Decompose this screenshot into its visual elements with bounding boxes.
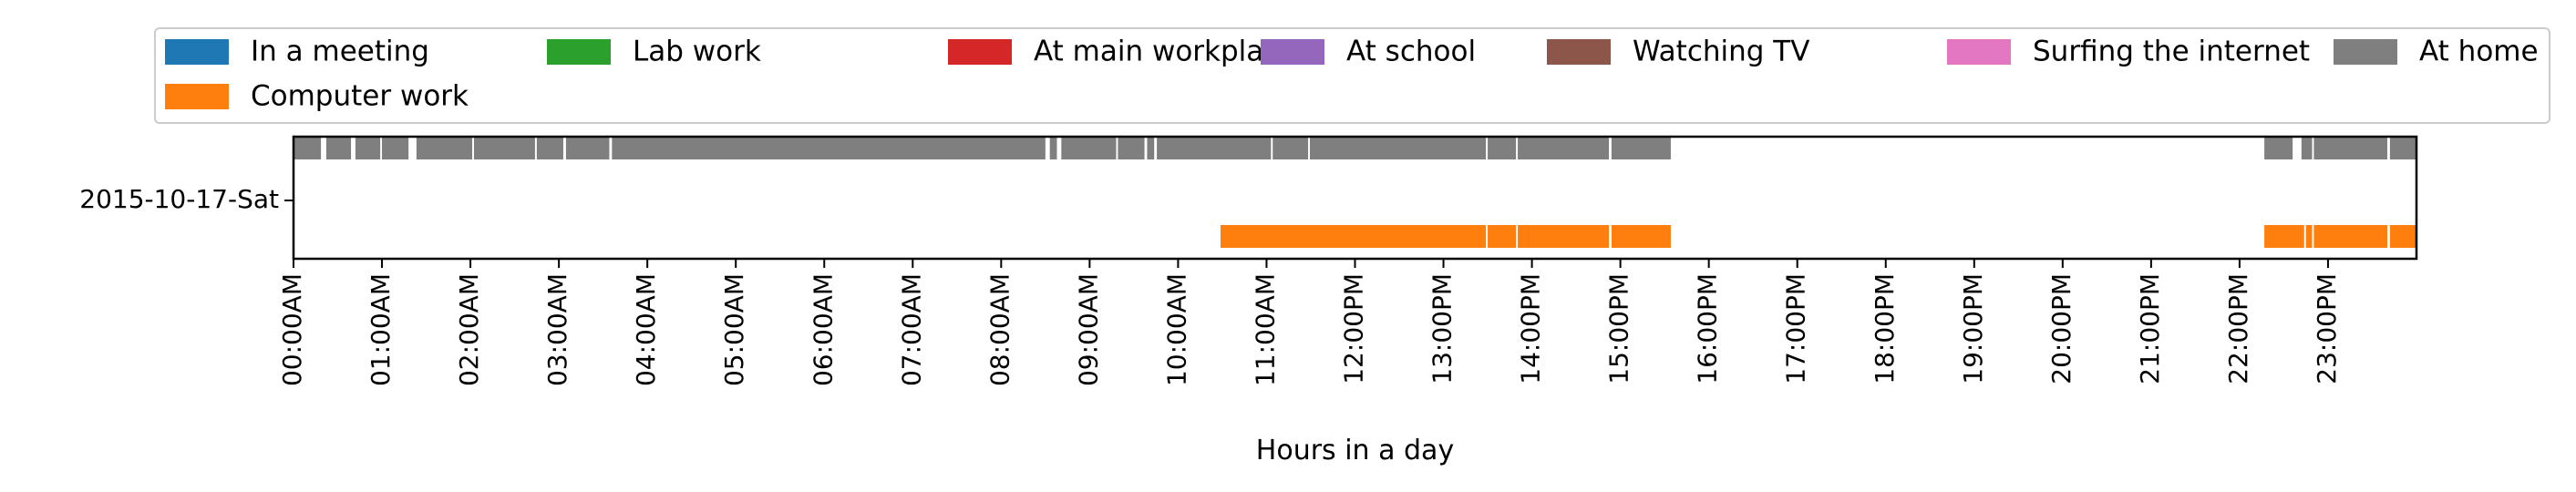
at-home-bar xyxy=(325,137,352,159)
computer-work-bar xyxy=(2264,225,2304,248)
legend-label-at-main-workplace: At main workplace xyxy=(1034,36,1296,68)
legend-swatch-watching-tv xyxy=(1547,39,1611,65)
x-axis: 00:00AM 01:00AM 02:00AM 03:00AM 04:00AM 05:00… xyxy=(277,259,2342,386)
at-home-bar xyxy=(1157,137,1272,159)
x-tick-label: 21:00PM xyxy=(2135,273,2165,384)
x-axis-label: Hours in a day xyxy=(1256,435,1454,466)
computer-work-bar xyxy=(1220,225,1487,248)
at-home-bar xyxy=(416,137,473,159)
at-home-bar xyxy=(1118,137,1145,159)
legend-label-in-a-meeting: In a meeting xyxy=(251,36,429,68)
computer-work-bar xyxy=(1611,225,1671,248)
legend-swatch-surfing-the-internet xyxy=(1947,39,2011,65)
at-home-bar xyxy=(565,137,610,159)
computer-work-bar xyxy=(1518,225,1610,248)
legend-label-computer-work: Computer work xyxy=(251,80,469,113)
x-tick-label: 22:00PM xyxy=(2223,273,2253,384)
x-tick-label: 05:00AM xyxy=(719,273,749,386)
at-home-bar xyxy=(2389,137,2416,159)
x-tick-label: 08:00AM xyxy=(984,273,1015,386)
legend-swatch-lab-work xyxy=(547,39,611,65)
x-tick-label: 14:00PM xyxy=(1516,273,1546,384)
x-tick-label: 17:00PM xyxy=(1781,273,1811,384)
at-home-bar xyxy=(1611,137,1671,159)
x-tick-label: 09:00AM xyxy=(1073,273,1103,386)
at-home-bar xyxy=(355,137,381,159)
x-tick-label: 20:00PM xyxy=(2046,273,2076,384)
y-axis: 2015-10-17-Sat xyxy=(79,184,294,214)
at-home-bar xyxy=(382,137,409,159)
x-tick-label: 12:00PM xyxy=(1339,273,1369,384)
legend-swatch-in-a-meeting xyxy=(165,39,229,65)
legend-label-at-school: At school xyxy=(1346,36,1476,68)
computer-work-bar xyxy=(2305,225,2313,248)
at-home-bar xyxy=(2264,137,2293,159)
computer-work-bar xyxy=(2313,225,2387,248)
legend-swatch-at-main-workplace xyxy=(948,39,1012,65)
x-tick-label: 11:00AM xyxy=(1250,273,1280,386)
legend-label-watching-tv: Watching TV xyxy=(1633,36,1809,68)
at-home-bar xyxy=(1488,137,1517,159)
at-home-bar xyxy=(1061,137,1117,159)
x-tick-label: 07:00AM xyxy=(896,273,926,386)
x-tick-label: 04:00AM xyxy=(631,273,661,386)
x-tick-label: 19:00PM xyxy=(1958,273,1988,384)
at-home-bar xyxy=(612,137,1046,159)
y-tick-label: 2015-10-17-Sat xyxy=(79,184,279,214)
computer-work-bar xyxy=(2389,225,2416,248)
x-tick-label: 01:00AM xyxy=(366,273,396,386)
x-tick-label: 03:00AM xyxy=(542,273,572,386)
x-tick-label: 00:00AM xyxy=(277,273,307,386)
at-home-bar xyxy=(1518,137,1610,159)
activity-bars xyxy=(294,137,2416,248)
x-tick-label: 18:00PM xyxy=(1870,273,1900,384)
x-tick-label: 23:00PM xyxy=(2312,273,2342,384)
x-tick-label: 02:00AM xyxy=(454,273,484,386)
at-home-bar xyxy=(1310,137,1487,159)
at-home-bar xyxy=(1273,137,1309,159)
x-tick-label: 13:00PM xyxy=(1427,273,1458,384)
at-home-bar xyxy=(536,137,563,159)
legend-label-surfing-the-internet: Surfing the internet xyxy=(2033,36,2310,68)
x-tick-label: 15:00PM xyxy=(1604,273,1634,384)
at-home-bar xyxy=(2313,137,2387,159)
at-home-bar xyxy=(1147,137,1155,159)
legend-swatch-computer-work xyxy=(165,84,229,109)
x-tick-label: 16:00PM xyxy=(1693,273,1723,384)
legend: In a meeting Computer work Lab work At main… xyxy=(154,27,2550,124)
at-home-bar xyxy=(294,137,322,159)
x-tick-label: 06:00AM xyxy=(808,273,838,386)
legend-label-lab-work: Lab work xyxy=(633,36,761,68)
at-home-bar xyxy=(2301,137,2313,159)
legend-label-at-home: At home xyxy=(2419,36,2539,68)
computer-work-bar xyxy=(1488,225,1517,248)
legend-swatch-at-school xyxy=(1261,39,1324,65)
at-home-bar xyxy=(1049,137,1057,159)
legend-swatch-at-home xyxy=(2334,39,2397,65)
x-tick-label: 10:00AM xyxy=(1161,273,1191,386)
at-home-bar xyxy=(473,137,535,159)
